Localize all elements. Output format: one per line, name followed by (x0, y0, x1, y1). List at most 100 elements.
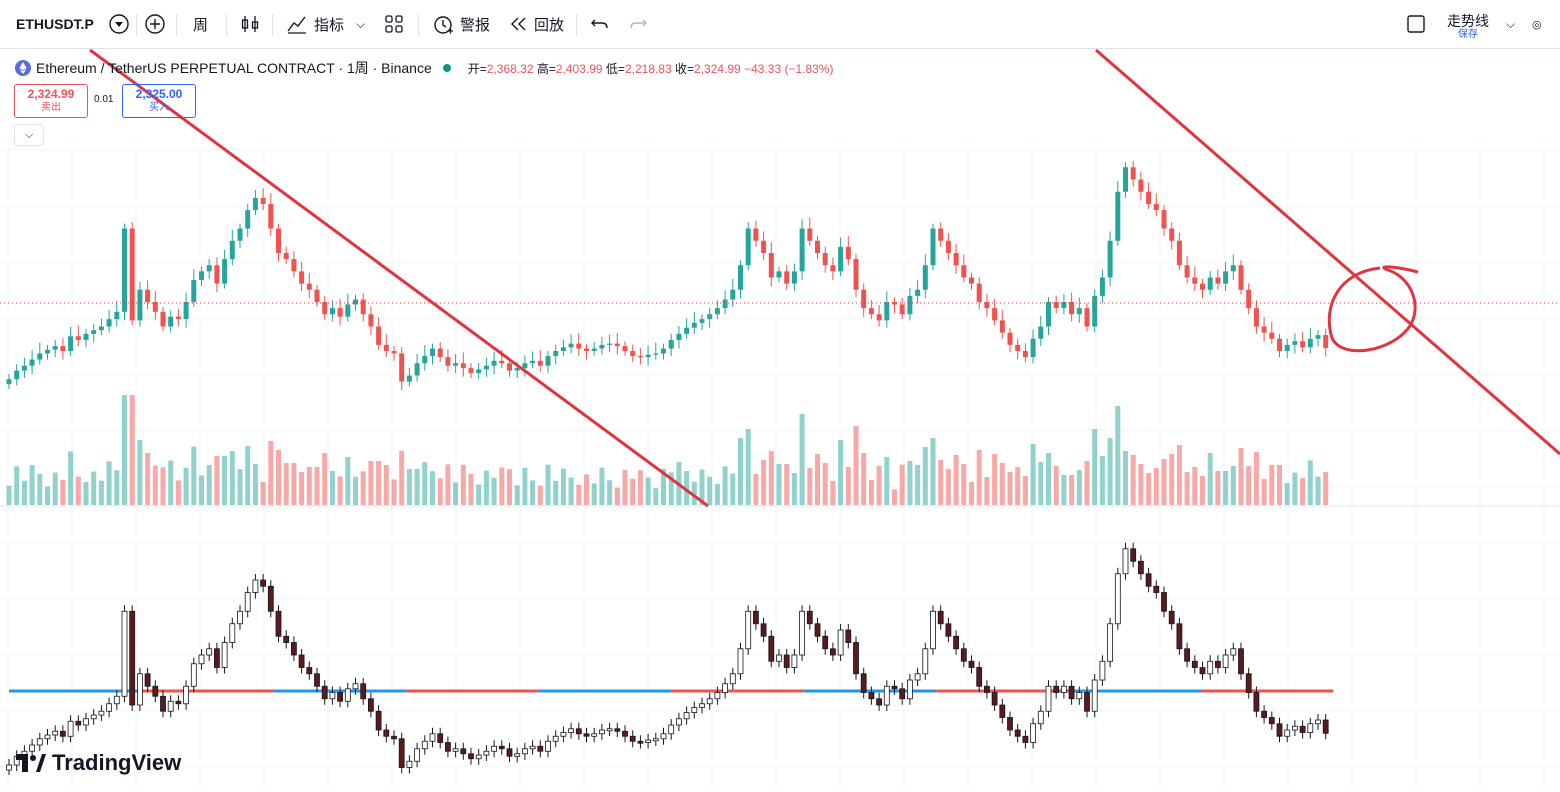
volume-bar (276, 450, 281, 505)
fullscreen-square-icon[interactable] (1406, 10, 1426, 38)
volume-bar (137, 440, 143, 505)
candle-body (1115, 191, 1121, 241)
oscillator-bar (1014, 729, 1021, 737)
divider (272, 14, 273, 36)
oscillator-bar (745, 610, 752, 650)
oscillator-bar (1145, 573, 1152, 587)
alert-label: 警报 (460, 16, 491, 34)
legend-collapse-button[interactable]: ⌵ (14, 124, 44, 146)
oscillator-bar (1292, 725, 1298, 731)
volume-bar (1215, 471, 1221, 505)
volume-bar (1277, 465, 1282, 505)
candle-body (560, 347, 566, 351)
volume-bar (468, 473, 474, 505)
volume-bar (892, 489, 897, 505)
layout-save-button[interactable]: 走势线 保存 (1440, 14, 1496, 41)
oscillator-bar (699, 703, 705, 708)
oscillator-bar (614, 728, 621, 732)
volume-bar (268, 441, 274, 505)
volume-bar (114, 470, 120, 505)
candle-body (476, 369, 482, 374)
candle-body (229, 240, 235, 260)
candle-body (391, 351, 397, 354)
volume-bar (1269, 465, 1275, 505)
oscillator-bar (1061, 685, 1067, 693)
volume-bar (353, 476, 358, 505)
oscillator-bar (545, 740, 551, 752)
volume-bar (768, 451, 774, 505)
replay-button[interactable]: 回放 (508, 10, 564, 38)
volume-bar (1007, 472, 1013, 505)
volume-bar (976, 450, 982, 505)
price-chart[interactable] (0, 48, 1560, 792)
volume-bar (399, 450, 405, 505)
oscillator-bar (599, 729, 605, 735)
redo-icon[interactable] (628, 10, 648, 38)
oscillator-bar (1022, 735, 1029, 743)
oscillator-bar (206, 648, 213, 656)
volume-bar (329, 471, 335, 505)
volume-bar (98, 480, 104, 505)
candle-body (861, 289, 867, 309)
volume-bar (376, 461, 382, 505)
volume-bar (661, 468, 666, 505)
alert-button[interactable]: 警报 (432, 10, 490, 38)
oscillator-bar (522, 748, 528, 755)
oscillator-bar (1268, 717, 1275, 725)
sell-button[interactable]: 2,324.99 卖出 (14, 84, 88, 118)
volume-bar (545, 464, 551, 505)
indicators-button[interactable]: 指标 (286, 10, 344, 38)
trend-line-right[interactable] (1095, 48, 1560, 456)
candle-body (245, 210, 251, 229)
oscillator-bar (514, 753, 521, 757)
candle-body (468, 368, 474, 374)
candle-body (645, 354, 651, 358)
volume-bar (1099, 456, 1105, 505)
oscillator-bar (960, 648, 967, 662)
candle-body (37, 353, 43, 360)
candle-body (622, 346, 628, 351)
volume-bar (845, 467, 851, 505)
volume-bar (391, 479, 397, 505)
candle-body (260, 197, 266, 204)
candle-type-icon[interactable] (240, 10, 260, 38)
interval-button[interactable]: 周 (193, 10, 208, 38)
volume-bar (291, 463, 297, 505)
volume-bar (722, 466, 728, 505)
chevron-down-icon[interactable]: ⌵ (356, 16, 366, 31)
oscillator-bar (1091, 679, 1098, 712)
layout-chevron-down-icon[interactable]: ⌵ (1506, 16, 1516, 31)
symbol-search-button[interactable]: ETHUSDT.P (8, 10, 102, 38)
volume-bar (984, 477, 990, 505)
oscillator-bar (991, 692, 998, 706)
oscillator-bar (837, 629, 844, 656)
oscillator-bar (6, 764, 12, 771)
spread-value: 0.01 (94, 94, 114, 105)
volume-bar (953, 455, 959, 505)
favorites-icon[interactable] (108, 10, 130, 38)
layout-grid-icon[interactable] (384, 10, 404, 38)
oscillator-bar (344, 688, 351, 702)
volume-bar (422, 462, 428, 505)
low-value: 2,218.83 (624, 61, 672, 76)
oscillator-bar (337, 692, 344, 702)
candle-body (1153, 204, 1159, 211)
volume-bar (1207, 453, 1213, 505)
undo-icon[interactable] (590, 10, 610, 38)
oscillator-bar (1284, 729, 1291, 737)
publish-icon[interactable]: ◎ (1532, 18, 1542, 31)
oscillator-bar (113, 695, 120, 705)
volume-bar (830, 481, 836, 505)
volume-bar (1200, 476, 1205, 505)
volume-bar (499, 467, 505, 505)
oscillator-bar (491, 745, 498, 752)
compare-add-icon[interactable] (144, 10, 166, 38)
candle-body (838, 246, 844, 272)
candle-body (1207, 277, 1213, 290)
hand-drawn-circle[interactable] (1327, 265, 1419, 353)
trend-line-left[interactable] (89, 48, 709, 508)
volume-bar (237, 469, 243, 505)
oscillator-bar (468, 753, 474, 760)
oscillator-bar (845, 629, 852, 643)
buy-button[interactable]: 2,325.00 买入 (122, 84, 196, 118)
